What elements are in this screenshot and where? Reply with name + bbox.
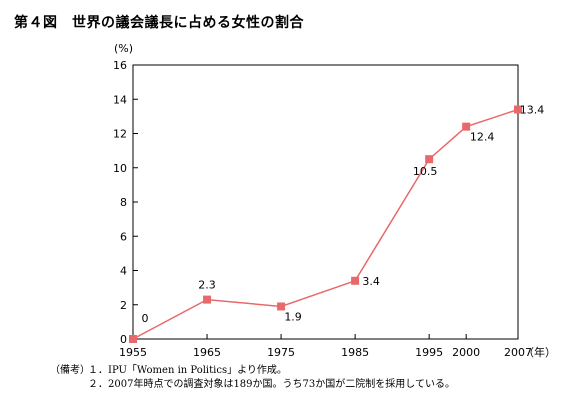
notes-label: （備考） <box>50 365 90 376</box>
data-label: 2.3 <box>198 279 216 292</box>
data-label: 12.4 <box>470 131 495 144</box>
y-tick-label: 16 <box>113 59 127 72</box>
data-point-marker <box>351 276 360 285</box>
data-labels: 0 2.3 1.9 3.4 10.5 12.4 13.4 <box>142 104 545 325</box>
y-axis-unit: (%) <box>114 42 133 55</box>
y-tick-label: 6 <box>120 230 127 243</box>
data-point-marker <box>514 105 522 114</box>
data-point-marker <box>277 302 286 311</box>
x-axis-unit: （年） <box>523 345 556 359</box>
notes: （備考）１．IPU「Women in Politics」より作成。 ２．2007… <box>50 364 455 392</box>
data-label: 13.4 <box>520 104 545 117</box>
note-item-1: １．IPU「Women in Politics」より作成。 <box>88 365 287 376</box>
note-item-2: ２．2007年時点での調査対象は189か国。うち73か国が二院制を採用している。 <box>88 379 455 390</box>
data-label: 3.4 <box>362 275 380 288</box>
data-label: 0 <box>142 312 149 325</box>
y-tick-label: 0 <box>120 333 127 346</box>
data-point-marker <box>462 122 471 131</box>
x-tick-label: 1975 <box>267 346 295 359</box>
series-line <box>129 105 522 343</box>
note-row-2: ２．2007年時点での調査対象は189か国。うち73か国が二院制を採用している。 <box>50 378 455 392</box>
x-tick-label: 2007 <box>504 346 532 359</box>
data-point-marker <box>129 335 137 343</box>
series-line-path <box>132 108 519 340</box>
data-point-marker <box>425 155 434 164</box>
x-axis: 1955 1965 1975 1985 1995 2000 2007 <box>119 334 532 359</box>
note-row-1: （備考）１．IPU「Women in Politics」より作成。 <box>50 364 455 378</box>
y-tick-label: 2 <box>120 299 127 312</box>
y-tick-label: 10 <box>113 162 127 175</box>
y-tick-label: 12 <box>113 128 127 141</box>
x-tick-label: 1955 <box>119 346 147 359</box>
data-point-marker <box>203 295 212 304</box>
figure-title: 第４図 世界の議会議長に占める女性の割合 <box>14 15 304 31</box>
plot-frame <box>132 64 519 340</box>
y-tick-label: 4 <box>120 265 127 278</box>
x-tick-label: 2000 <box>452 346 480 359</box>
x-tick-label: 1985 <box>341 346 369 359</box>
x-tick-label: 1995 <box>415 346 443 359</box>
data-label: 1.9 <box>284 310 302 323</box>
y-tick-label: 14 <box>113 93 127 106</box>
y-axis: 0 2 4 6 8 10 12 14 16 <box>113 59 138 346</box>
y-tick-label: 8 <box>120 196 127 209</box>
x-tick-label: 1965 <box>193 346 221 359</box>
data-label: 10.5 <box>413 165 438 178</box>
